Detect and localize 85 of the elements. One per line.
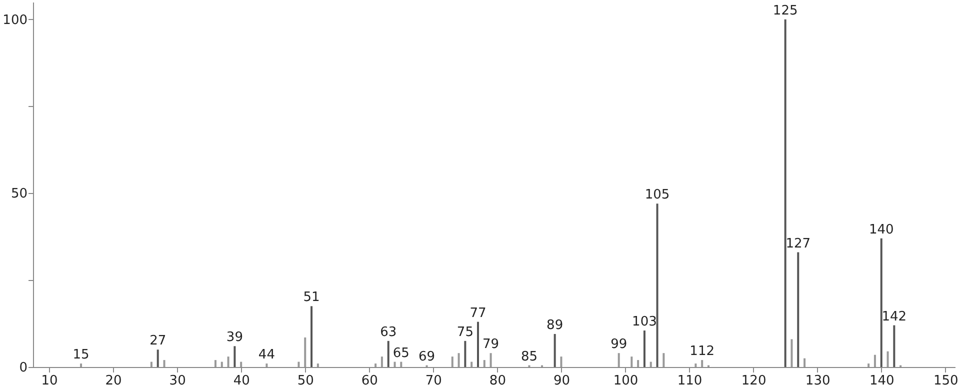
bar	[560, 356, 562, 367]
bar	[554, 334, 556, 367]
x-tick-label: 140	[869, 374, 894, 388]
bar	[637, 360, 640, 367]
x-tick-label: 50	[297, 374, 314, 388]
annotation: 103	[632, 314, 657, 330]
x-tick-label: 110	[677, 374, 702, 388]
annotation: 142	[882, 309, 907, 324]
annotation: 15	[72, 348, 90, 363]
annotation: 63	[380, 324, 397, 340]
bar	[797, 252, 800, 367]
bar	[476, 322, 479, 367]
bar	[784, 19, 786, 367]
annotation: 27	[150, 334, 166, 349]
x-tick-label: 100	[613, 374, 638, 388]
bar	[304, 337, 306, 367]
bar	[240, 362, 242, 367]
bar	[483, 360, 486, 367]
x-tick-label: 150	[933, 374, 958, 388]
bar	[490, 353, 492, 367]
annotation: 127	[786, 236, 811, 252]
x-tick-label: 10	[41, 374, 58, 388]
bar	[650, 362, 652, 367]
bar	[163, 360, 166, 367]
bar	[874, 354, 876, 367]
bar	[298, 362, 300, 367]
annotation: 99	[610, 337, 628, 352]
bar	[618, 353, 620, 367]
bar	[394, 362, 396, 367]
y-tick-label: 100	[2, 12, 28, 28]
annotation: 69	[418, 349, 436, 364]
annotation: 85	[520, 349, 538, 364]
annotation: 140	[868, 222, 894, 238]
x-tick-label: 30	[169, 374, 186, 388]
annotation: 44	[258, 348, 275, 363]
bar	[387, 340, 390, 367]
bar	[150, 362, 152, 367]
annotation: 75	[456, 324, 474, 340]
bar	[214, 360, 216, 367]
bar	[374, 364, 377, 367]
bar	[464, 340, 466, 367]
x-tick-label: 80	[489, 374, 506, 388]
annotation: 125	[772, 3, 798, 18]
bar	[400, 362, 402, 367]
annotation: 65	[392, 346, 410, 361]
y-tick-label: 50	[10, 186, 28, 202]
x-tick-label: 90	[553, 374, 570, 388]
bar	[790, 339, 793, 367]
annotation: 39	[226, 330, 243, 346]
bar	[156, 350, 159, 367]
bar	[630, 356, 633, 367]
bar	[694, 364, 697, 367]
bar	[886, 351, 889, 367]
bar	[804, 358, 806, 367]
bar	[227, 356, 230, 367]
x-tick-label: 120	[741, 374, 766, 388]
bar	[310, 306, 313, 367]
x-tick-label: 40	[233, 374, 250, 388]
bar	[701, 360, 704, 367]
bar	[234, 346, 236, 367]
annotation: 112	[690, 344, 715, 360]
bar	[266, 364, 268, 367]
annotation: 51	[303, 290, 320, 306]
x-tick-label: 70	[425, 374, 442, 388]
annotation: 79	[482, 337, 500, 352]
bar	[893, 325, 896, 367]
bar	[880, 238, 882, 367]
x-tick-label: 20	[105, 374, 122, 388]
annotation: 77	[470, 306, 486, 321]
annotation: 89	[546, 318, 564, 333]
bar	[662, 353, 665, 367]
bar	[80, 364, 82, 367]
bar	[643, 330, 646, 367]
y-tick-label: 0	[19, 360, 28, 376]
bar	[868, 364, 870, 367]
bar	[458, 353, 460, 367]
bar	[656, 204, 658, 367]
bar	[470, 362, 473, 367]
annotation: 105	[644, 188, 670, 203]
x-tick-label: 60	[361, 374, 378, 388]
bar	[380, 356, 383, 367]
x-tick-label: 130	[805, 374, 830, 388]
bar	[220, 362, 223, 367]
bar	[451, 356, 454, 367]
bar	[316, 364, 319, 367]
